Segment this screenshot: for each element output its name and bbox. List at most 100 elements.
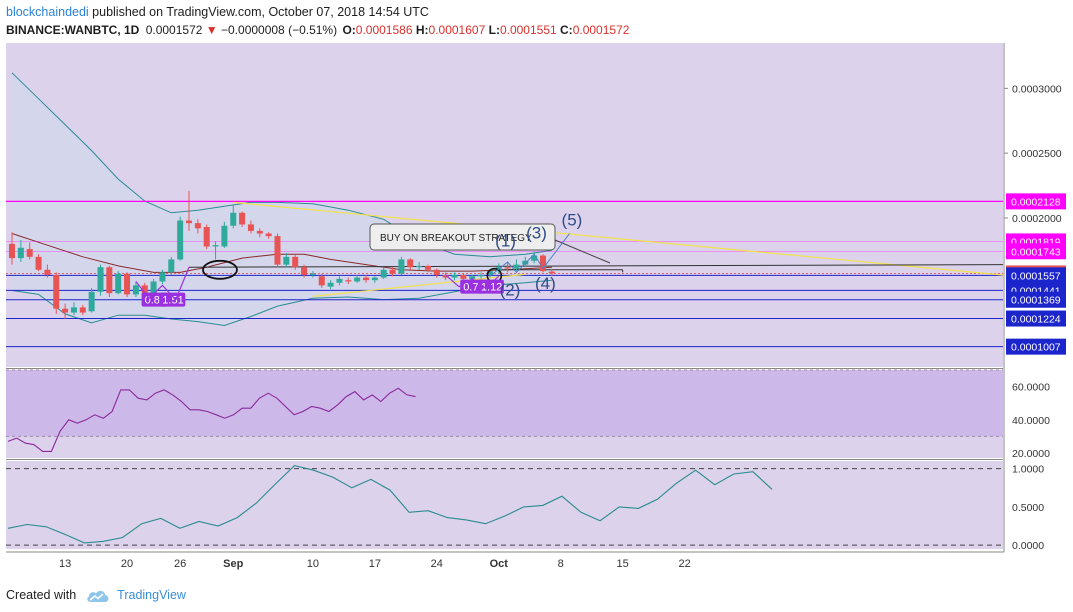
candle-body bbox=[44, 269, 51, 275]
candle-body bbox=[265, 233, 272, 237]
candle-body bbox=[124, 273, 131, 295]
candle-body bbox=[17, 247, 24, 259]
candle-body bbox=[416, 265, 423, 268]
candle-body bbox=[513, 264, 520, 269]
candle-body bbox=[380, 269, 387, 278]
ratio-badge-text: 0.7 bbox=[463, 282, 478, 294]
candle-body bbox=[478, 274, 485, 277]
open-value: 0.0001586 bbox=[355, 23, 413, 37]
elliott-wave-label: (4) bbox=[535, 274, 556, 293]
author-link[interactable]: blockchaindedi bbox=[6, 5, 89, 19]
yellow-trendline-top bbox=[233, 201, 1004, 276]
candle-body bbox=[424, 265, 431, 270]
published-text: published on TradingView.com, October 07… bbox=[88, 5, 429, 19]
candle-body bbox=[398, 259, 405, 274]
bollinger-fill bbox=[12, 72, 552, 326]
candle-body bbox=[150, 281, 157, 295]
elliott-wave-label: (3) bbox=[526, 224, 547, 243]
candle-body bbox=[194, 223, 201, 229]
rsi-tick-label: 40.0000 bbox=[1012, 415, 1050, 427]
low-value: 0.0001551 bbox=[499, 23, 557, 37]
price-tick-label: 0.0003000 bbox=[1012, 83, 1062, 95]
time-tick-label: Oct bbox=[490, 558, 509, 570]
ratio-badge-text: 1.12 bbox=[481, 282, 502, 294]
candle-body bbox=[168, 259, 175, 273]
candle-body bbox=[389, 269, 396, 274]
stoch-tick-label: 0.5000 bbox=[1012, 502, 1044, 514]
ratio-badge-text: 1.51 bbox=[162, 295, 183, 307]
price-label-box bbox=[1006, 291, 1066, 308]
candle-body bbox=[292, 256, 299, 268]
candle-body bbox=[239, 212, 246, 225]
chart-header: blockchaindedi published on TradingView.… bbox=[6, 3, 1066, 39]
time-tick-label: 24 bbox=[431, 558, 443, 570]
close-value: 0.0001572 bbox=[572, 23, 630, 37]
candle-body bbox=[274, 236, 281, 265]
candle-body bbox=[504, 267, 511, 269]
low-label: L: bbox=[488, 23, 500, 37]
candle-body bbox=[115, 273, 122, 294]
candle-body bbox=[460, 274, 467, 279]
candle-body bbox=[70, 307, 77, 313]
price-level-label: 0.0001557 bbox=[1011, 270, 1061, 282]
price-tick-label: 0.0002000 bbox=[1012, 213, 1062, 225]
candle-body bbox=[469, 276, 476, 279]
candle-body bbox=[540, 255, 546, 272]
rsi-band bbox=[6, 370, 1003, 437]
candle-body bbox=[62, 308, 69, 313]
candle-body bbox=[301, 267, 308, 275]
price-tick-label: 0.0002500 bbox=[1012, 148, 1062, 160]
candle-body bbox=[336, 278, 343, 283]
time-tick-label: 17 bbox=[369, 558, 381, 570]
stoch-panel-bg bbox=[6, 461, 1003, 549]
tradingview-cloud-icon[interactable] bbox=[86, 589, 110, 603]
candle-body bbox=[256, 230, 263, 234]
candle-body bbox=[283, 256, 290, 265]
candle-body bbox=[141, 285, 148, 296]
candle-body bbox=[221, 225, 228, 247]
bollinger-lower bbox=[11, 279, 552, 327]
open-label: O: bbox=[342, 23, 356, 37]
footer: Created with TradingView bbox=[6, 586, 186, 604]
candle-body bbox=[97, 267, 104, 292]
yellow-trendline-bottom bbox=[312, 273, 526, 297]
stoch-tick-label: 0.0000 bbox=[1012, 540, 1044, 552]
ohlc-line: BINANCE:WANBTC, 1D 0.0001572 ▼ −0.000000… bbox=[6, 21, 1066, 39]
breakout-circle-1 bbox=[202, 259, 238, 280]
candle-body bbox=[88, 291, 95, 312]
elliott-wave-path bbox=[489, 233, 570, 277]
price-label-box bbox=[1006, 243, 1066, 260]
elliott-wave-label: (1) bbox=[495, 231, 516, 250]
candle-body bbox=[35, 256, 42, 270]
symbol-label[interactable]: BINANCE:WANBTC, 1D bbox=[6, 23, 140, 37]
time-tick-label: 15 bbox=[617, 558, 629, 570]
high-value: 0.0001607 bbox=[428, 23, 486, 37]
candle-body bbox=[9, 243, 15, 259]
price-level-label: 0.0001743 bbox=[1011, 246, 1061, 258]
price-change: −0.0000008 (−0.51%) bbox=[221, 23, 338, 37]
candle-body bbox=[26, 249, 33, 257]
tradingview-brand[interactable]: TradingView bbox=[117, 588, 186, 602]
ratio-badge bbox=[159, 292, 186, 307]
callout-text: BUY ON BREAKOUT STRATEGY bbox=[380, 233, 532, 244]
time-tick-label: 22 bbox=[678, 558, 690, 570]
created-with-label: Created with bbox=[6, 588, 77, 602]
candle-body bbox=[186, 220, 192, 224]
candle-body bbox=[309, 273, 316, 275]
resistance-line bbox=[188, 264, 1004, 268]
down-arrow-icon: ▼ bbox=[205, 23, 218, 37]
close-label: C: bbox=[560, 23, 573, 37]
candle-body bbox=[433, 269, 440, 275]
ratio-badge bbox=[477, 279, 504, 294]
candle-body bbox=[486, 271, 493, 275]
time-tick-label: 26 bbox=[174, 558, 186, 570]
time-tick-label: 20 bbox=[121, 558, 133, 570]
time-tick-label: 10 bbox=[307, 558, 319, 570]
price-panel-bg bbox=[6, 43, 1003, 367]
candle-body bbox=[177, 220, 184, 260]
candle-body bbox=[354, 277, 361, 282]
candle-body bbox=[247, 224, 254, 231]
rsi-tick-label: 60.0000 bbox=[1012, 382, 1050, 394]
candle-body bbox=[451, 274, 458, 278]
